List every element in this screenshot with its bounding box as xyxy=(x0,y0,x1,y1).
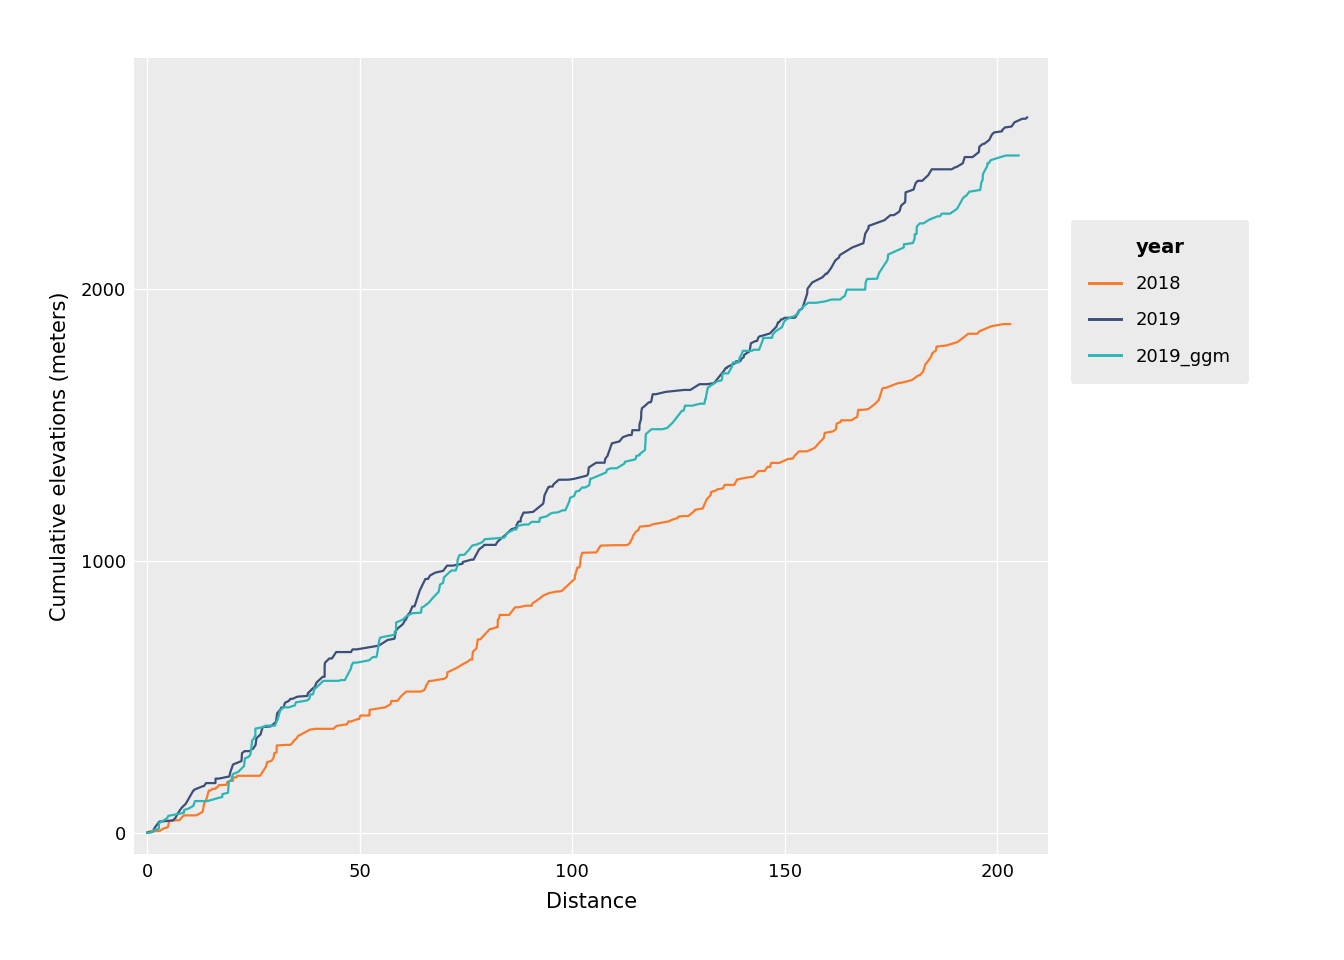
Y-axis label: Cumulative elevations (meters): Cumulative elevations (meters) xyxy=(50,291,70,621)
Legend: 2018, 2019, 2019_ggm: 2018, 2019, 2019_ggm xyxy=(1071,220,1249,384)
X-axis label: Distance: Distance xyxy=(546,892,637,912)
